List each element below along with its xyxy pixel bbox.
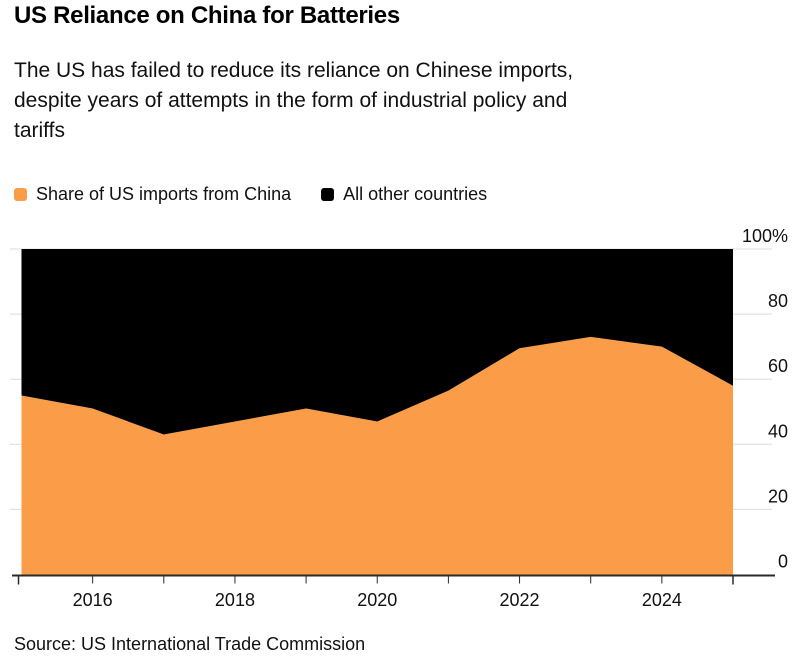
y-label-40: 40: [768, 421, 788, 441]
x-label-2016: 2016: [73, 590, 113, 610]
area-others-series: [21, 249, 733, 435]
chart-canvas: 2016 2018 2020 2022 2024 0 20 40 60 80 100%: [10, 226, 788, 610]
legend-label-china: Share of US imports from China: [36, 184, 292, 204]
subtitle-line-1: The US has failed to reduce its reliance…: [14, 59, 574, 82]
others-series-swatch-icon: [321, 188, 335, 201]
y-label-60: 60: [768, 356, 788, 376]
y-label-20: 20: [768, 486, 788, 506]
x-label-2022: 2022: [500, 590, 540, 610]
subtitle-line-2: despite years of attempts in the form of…: [14, 89, 568, 112]
stacked-area-chart: 2016 2018 2020 2022 2024 0 20 40 60 80 100%: [0, 222, 800, 612]
area-china-series: [21, 336, 733, 575]
legend-item-others: All other countries: [321, 184, 487, 205]
x-label-2018: 2018: [215, 590, 255, 610]
chart-subtitle: The US has failed to reduce its reliance…: [14, 56, 774, 146]
chart-legend: Share of US imports from China All other…: [14, 184, 487, 205]
china-series-swatch-icon: [14, 188, 27, 201]
page-title: US Reliance on China for Batteries: [14, 2, 400, 29]
x-label-2024: 2024: [642, 590, 682, 610]
subtitle-line-3: tariffs: [14, 119, 65, 142]
y-label-80: 80: [768, 291, 788, 311]
y-label-100: 100%: [742, 226, 788, 246]
x-label-2020: 2020: [357, 590, 397, 610]
legend-item-china: Share of US imports from China: [14, 184, 291, 205]
legend-label-others: All other countries: [343, 184, 488, 204]
y-label-0: 0: [778, 552, 788, 572]
source-note: Source: US International Trade Commissio…: [14, 634, 366, 654]
